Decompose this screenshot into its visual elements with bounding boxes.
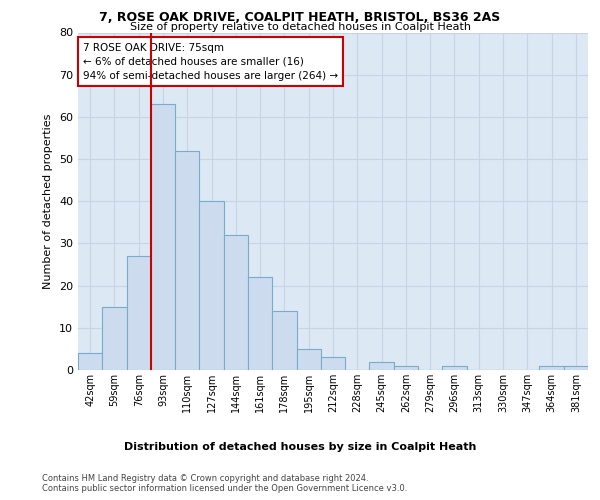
Bar <box>272 311 296 370</box>
Bar <box>296 349 321 370</box>
Bar <box>539 366 564 370</box>
Bar <box>151 104 175 370</box>
Bar <box>442 366 467 370</box>
Bar <box>564 366 588 370</box>
Bar <box>321 358 345 370</box>
Bar <box>394 366 418 370</box>
Text: Contains public sector information licensed under the Open Government Licence v3: Contains public sector information licen… <box>42 484 407 493</box>
Bar <box>370 362 394 370</box>
Bar <box>127 256 151 370</box>
Bar <box>199 201 224 370</box>
Text: Distribution of detached houses by size in Coalpit Heath: Distribution of detached houses by size … <box>124 442 476 452</box>
Bar <box>224 235 248 370</box>
Text: 7 ROSE OAK DRIVE: 75sqm
← 6% of detached houses are smaller (16)
94% of semi-det: 7 ROSE OAK DRIVE: 75sqm ← 6% of detached… <box>83 42 338 80</box>
Text: Size of property relative to detached houses in Coalpit Heath: Size of property relative to detached ho… <box>130 22 470 32</box>
Y-axis label: Number of detached properties: Number of detached properties <box>43 114 53 289</box>
Text: Contains HM Land Registry data © Crown copyright and database right 2024.: Contains HM Land Registry data © Crown c… <box>42 474 368 483</box>
Bar <box>78 353 102 370</box>
Bar <box>248 277 272 370</box>
Bar <box>102 306 127 370</box>
Text: 7, ROSE OAK DRIVE, COALPIT HEATH, BRISTOL, BS36 2AS: 7, ROSE OAK DRIVE, COALPIT HEATH, BRISTO… <box>100 11 500 24</box>
Bar <box>175 150 199 370</box>
